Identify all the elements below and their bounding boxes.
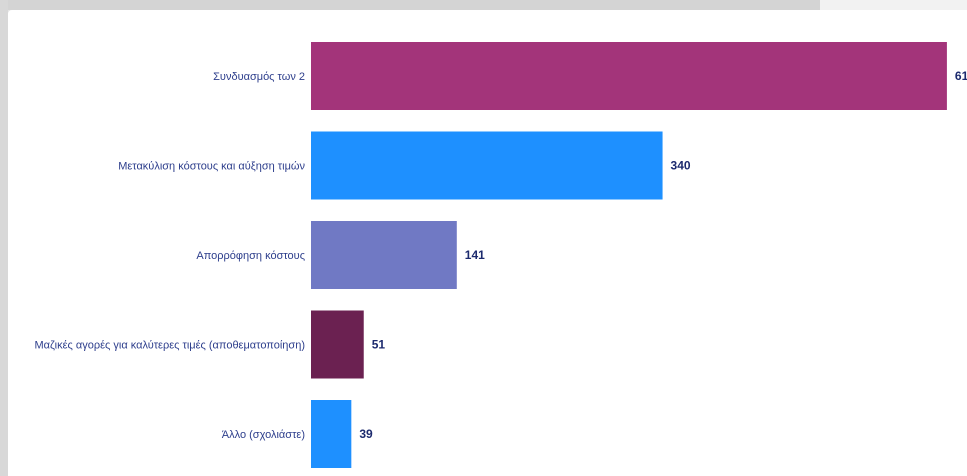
category-label: Μαζικές αγορές για καλύτερες τιμές (αποθ… <box>35 340 306 352</box>
data-label: 51 <box>372 338 386 352</box>
category-label: Συνδυασμός των 2 <box>213 71 305 83</box>
data-label: 39 <box>359 427 373 441</box>
bar <box>311 131 663 200</box>
category-label: Άλλο (σχολιάστε) <box>222 429 305 441</box>
top-background-band <box>0 0 820 10</box>
data-label: 61 <box>955 69 967 83</box>
bar <box>311 310 364 379</box>
bar <box>311 400 352 468</box>
bar <box>311 221 457 289</box>
data-label: 141 <box>465 248 485 262</box>
bar <box>311 42 947 110</box>
category-label: Απορρόφηση κόστους <box>196 250 305 262</box>
category-label: Μετακύλιση κόστους και αύξηση τιμών <box>118 161 305 173</box>
top-right-panel <box>820 0 967 10</box>
left-background-band <box>0 0 8 476</box>
data-label: 340 <box>671 159 691 173</box>
